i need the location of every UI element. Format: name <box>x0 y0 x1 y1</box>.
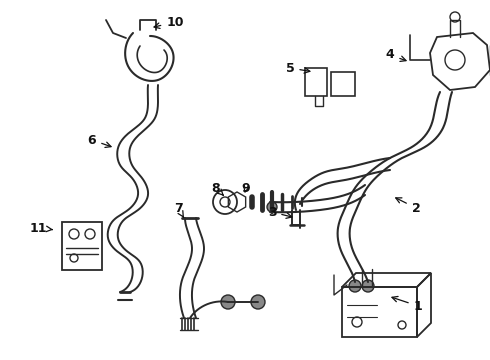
Text: 10: 10 <box>154 15 184 28</box>
Text: 5: 5 <box>286 62 310 75</box>
Text: 7: 7 <box>173 202 184 217</box>
Circle shape <box>251 295 265 309</box>
Circle shape <box>362 280 374 292</box>
Text: 4: 4 <box>386 49 406 62</box>
Text: 6: 6 <box>88 134 111 148</box>
Text: 3: 3 <box>268 206 292 219</box>
Text: 2: 2 <box>396 198 420 215</box>
Text: 11: 11 <box>29 221 52 234</box>
Text: 8: 8 <box>212 181 223 195</box>
Text: 1: 1 <box>392 296 422 312</box>
Circle shape <box>349 280 361 292</box>
Circle shape <box>221 295 235 309</box>
Text: 9: 9 <box>242 181 250 194</box>
Circle shape <box>267 202 277 212</box>
